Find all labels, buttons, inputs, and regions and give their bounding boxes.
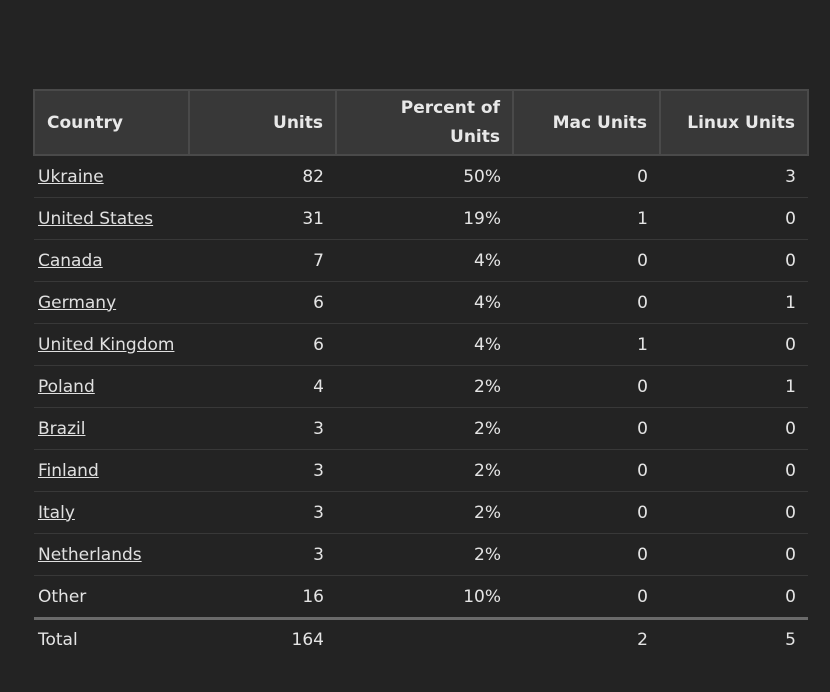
column-header: Units: [188, 89, 337, 156]
country-cell: United States: [34, 197, 189, 240]
column-header: Linux Units: [659, 89, 809, 156]
country-link[interactable]: Poland: [38, 376, 95, 397]
number-cell: 2%: [336, 533, 513, 576]
number-cell: 0: [660, 407, 808, 450]
number-cell: 0: [513, 575, 660, 619]
country-link[interactable]: Italy: [38, 502, 75, 523]
number-cell: 0: [513, 491, 660, 534]
total-label: Total: [34, 617, 189, 660]
number-cell: 3: [189, 533, 336, 576]
country-cell: Other: [34, 575, 189, 619]
country-link[interactable]: Netherlands: [38, 544, 142, 565]
number-cell: 4%: [336, 281, 513, 324]
number-cell: 4%: [336, 323, 513, 366]
country-cell: Netherlands: [34, 533, 189, 576]
number-cell: 1: [660, 281, 808, 324]
number-cell: 1: [513, 197, 660, 240]
table-row: Netherlands 3 2% 0 0: [34, 533, 808, 576]
country-link[interactable]: Ukraine: [38, 166, 104, 187]
number-cell: 3: [189, 449, 336, 492]
column-header: Country: [33, 89, 190, 156]
country-cell: Germany: [34, 281, 189, 324]
number-cell: 0: [660, 491, 808, 534]
number-cell: 0: [513, 407, 660, 450]
number-cell: 6: [189, 323, 336, 366]
table-row: Ukraine 82 50% 0 3: [34, 155, 808, 198]
column-header: Percent of Units: [335, 89, 514, 156]
number-cell: 3: [660, 155, 808, 198]
total-row: Total 164 2 5: [34, 617, 808, 660]
country-cell: Poland: [34, 365, 189, 408]
country-cell: Finland: [34, 449, 189, 492]
table-row: Italy 3 2% 0 0: [34, 491, 808, 534]
number-cell: 2%: [336, 449, 513, 492]
number-cell: 4: [189, 365, 336, 408]
country-link[interactable]: Germany: [38, 292, 117, 313]
number-cell: 4%: [336, 239, 513, 282]
header-row: Country Units Percent of Units Mac Units Lin…: [33, 89, 809, 156]
table-row: Brazil 3 2% 0 0: [34, 407, 808, 450]
table-row: United Kingdom 6 4% 1 0: [34, 323, 808, 366]
number-cell: 0: [660, 533, 808, 576]
total-linux: 5: [660, 617, 808, 660]
number-cell: 0: [513, 281, 660, 324]
number-cell: 2%: [336, 365, 513, 408]
table-body: Ukraine 82 50% 0 3 United States 31 19% 1 0 Canada…: [34, 155, 808, 660]
country-link[interactable]: United States: [38, 208, 154, 229]
country-cell: United Kingdom: [34, 323, 189, 366]
number-cell: 2%: [336, 407, 513, 450]
number-cell: 0: [513, 365, 660, 408]
table-row: Canada 7 4% 0 0: [34, 239, 808, 282]
number-cell: 3: [189, 407, 336, 450]
header-text: Percent of Units: [400, 97, 500, 147]
number-cell: 0: [660, 197, 808, 240]
number-cell: 1: [660, 365, 808, 408]
number-cell: 0: [513, 155, 660, 198]
number-cell: 82: [189, 155, 336, 198]
number-cell: 10%: [336, 575, 513, 619]
country-cell: Canada: [34, 239, 189, 282]
number-cell: 50%: [336, 155, 513, 198]
country-link[interactable]: United Kingdom: [38, 334, 175, 355]
sales-table: Country Units Percent of Units Mac Units Lin…: [33, 89, 809, 660]
number-cell: 16: [189, 575, 336, 619]
number-cell: 0: [513, 449, 660, 492]
empty-cell: [336, 617, 513, 660]
table-row: Finland 3 2% 0 0: [34, 449, 808, 492]
number-cell: 7: [189, 239, 336, 282]
country-link[interactable]: Finland: [38, 460, 99, 481]
number-cell: 31: [189, 197, 336, 240]
total-mac: 2: [513, 617, 660, 660]
number-cell: 6: [189, 281, 336, 324]
number-cell: 0: [513, 239, 660, 282]
country-cell: Italy: [34, 491, 189, 534]
column-header: Mac Units: [512, 89, 661, 156]
country-cell: Ukraine: [34, 155, 189, 198]
country-link[interactable]: Canada: [38, 250, 103, 271]
number-cell: 0: [660, 323, 808, 366]
country-link[interactable]: Brazil: [38, 418, 86, 439]
table-row: Poland 4 2% 0 1: [34, 365, 808, 408]
country-cell: Brazil: [34, 407, 189, 450]
total-units: 164: [189, 617, 336, 660]
number-cell: 2%: [336, 491, 513, 534]
number-cell: 3: [189, 491, 336, 534]
number-cell: 0: [660, 449, 808, 492]
table-row: United States 31 19% 1 0: [34, 197, 808, 240]
number-cell: 1: [513, 323, 660, 366]
number-cell: 0: [513, 533, 660, 576]
table-row: Germany 6 4% 0 1: [34, 281, 808, 324]
number-cell: 19%: [336, 197, 513, 240]
number-cell: 0: [660, 239, 808, 282]
number-cell: 0: [660, 575, 808, 619]
table-row: Other 16 10% 0 0: [34, 575, 808, 619]
